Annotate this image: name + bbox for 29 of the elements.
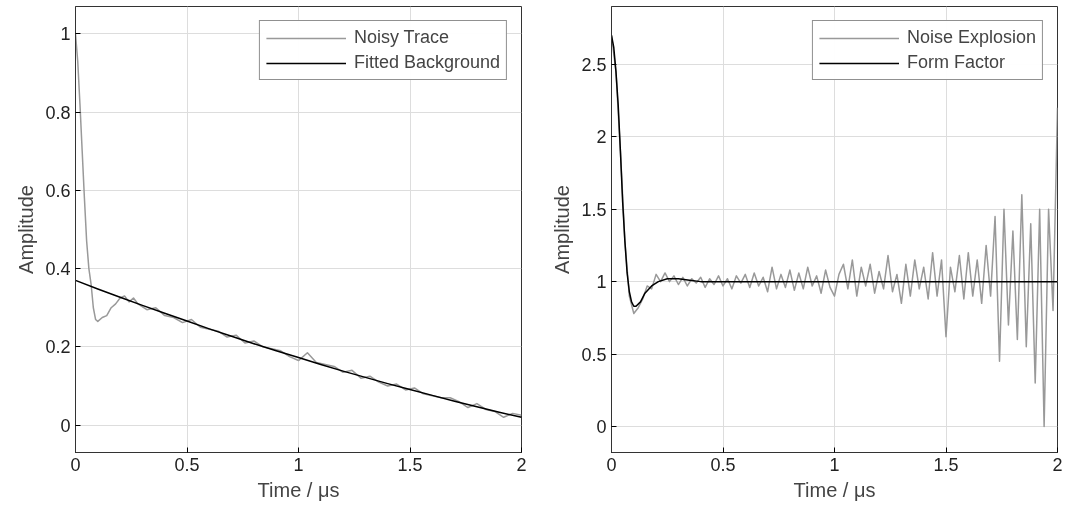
legend-label: Fitted Background <box>353 52 500 73</box>
line-series <box>75 279 522 419</box>
y-tick-label: 0.5 <box>581 344 607 365</box>
x-tick-label: 0.5 <box>174 454 200 475</box>
y-tick-label: 2.5 <box>581 54 607 75</box>
x-tick-label: 1 <box>829 454 840 475</box>
y-tick-label: 0.8 <box>45 102 71 123</box>
x-axis-title: Time / μs <box>793 478 876 501</box>
legend-label: Noisy Trace <box>353 27 449 48</box>
legend-label: Form Factor <box>906 52 1005 73</box>
x-tick-label: 1.5 <box>933 454 959 475</box>
y-axis-title: Amplitude <box>15 185 38 274</box>
y-tick-label: 0 <box>60 415 71 436</box>
y-axis-title: Amplitude <box>551 185 574 274</box>
x-tick-label: 1 <box>293 454 304 475</box>
y-tick-label: 0 <box>596 416 607 437</box>
x-tick-label: 2 <box>516 454 527 475</box>
y-tick-label: 1.5 <box>581 199 607 220</box>
y-tick-label: 0.6 <box>45 180 71 201</box>
y-tick-label: 1 <box>60 24 71 45</box>
x-tick-label: 0.5 <box>710 454 736 475</box>
y-tick-label: 2 <box>596 127 607 148</box>
y-tick-label: 0.4 <box>45 259 71 280</box>
x-tick-label: 1.5 <box>397 454 423 475</box>
y-tick-label: 1 <box>596 272 607 293</box>
y-tick-label: 0.2 <box>45 337 71 358</box>
x-axis-title: Time / μs <box>257 478 340 501</box>
x-tick-label: 2 <box>1052 454 1063 475</box>
legend-label: Noise Explosion <box>906 27 1036 48</box>
